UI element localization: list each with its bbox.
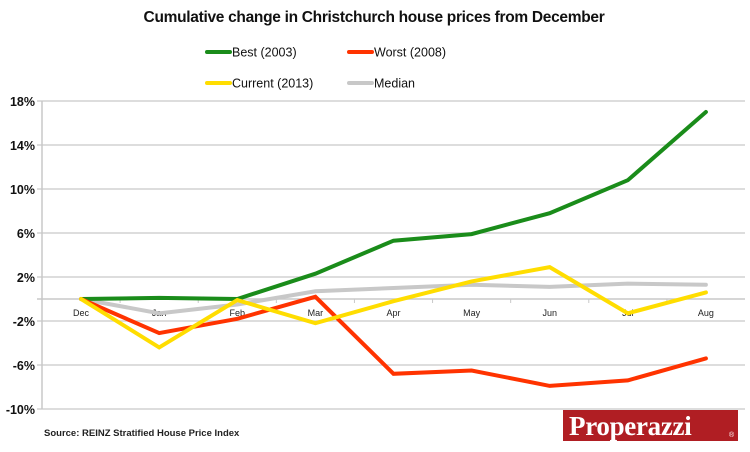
legend-label: Best (2003) xyxy=(232,46,297,60)
legend-item-current-2013[interactable]: Current (2013) xyxy=(205,77,313,91)
series-best-2003 xyxy=(79,110,708,302)
y-tick-label: 14% xyxy=(10,139,35,153)
y-tick-label: 6% xyxy=(17,227,35,241)
legend: Best (2003) Worst (2008) Current (2013) Med… xyxy=(205,46,446,91)
legend-item-worst-2008[interactable]: Worst (2008) xyxy=(347,46,446,60)
x-tick-label: Jun xyxy=(542,308,557,318)
x-tick-label: Dec xyxy=(73,308,90,318)
logo-text: Properazzi xyxy=(569,411,692,441)
chart-title: Cumulative change in Christchurch house … xyxy=(144,9,605,26)
series-median xyxy=(79,281,708,316)
source-note: Source: REINZ Stratified House Price Ind… xyxy=(44,428,240,439)
y-tick-label: -10% xyxy=(6,403,35,417)
y-tick-label: 2% xyxy=(17,271,35,285)
y-tick-label: 18% xyxy=(10,95,35,109)
x-tick-label: Aug xyxy=(698,308,714,318)
legend-item-median[interactable]: Median xyxy=(347,77,415,91)
registered-mark-icon: ® xyxy=(729,431,735,439)
legend-item-best-2003[interactable]: Best (2003) xyxy=(205,46,297,60)
legend-label: Median xyxy=(374,77,415,91)
x-tick-label: Feb xyxy=(230,308,246,318)
y-tick-label: 10% xyxy=(10,183,35,197)
series-line-best-2003 xyxy=(79,110,708,302)
gridlines xyxy=(37,100,745,410)
legend-label: Worst (2008) xyxy=(374,46,446,60)
y-axis-tick-labels: 18% 14% 10% 6% 2% -2% -6% -10% xyxy=(6,95,35,417)
axes xyxy=(37,101,745,409)
y-tick-label: -2% xyxy=(13,315,35,329)
properazzi-logo[interactable]: Properazzi ® xyxy=(563,410,738,441)
x-tick-label: Mar xyxy=(308,308,324,318)
logo-background xyxy=(563,410,738,441)
x-tick-label: Apr xyxy=(386,308,400,318)
series-lines xyxy=(79,110,708,388)
y-tick-label: -6% xyxy=(13,359,35,373)
x-tick-label: May xyxy=(463,308,481,318)
series-current-2013 xyxy=(79,264,708,350)
legend-label: Current (2013) xyxy=(232,77,313,91)
